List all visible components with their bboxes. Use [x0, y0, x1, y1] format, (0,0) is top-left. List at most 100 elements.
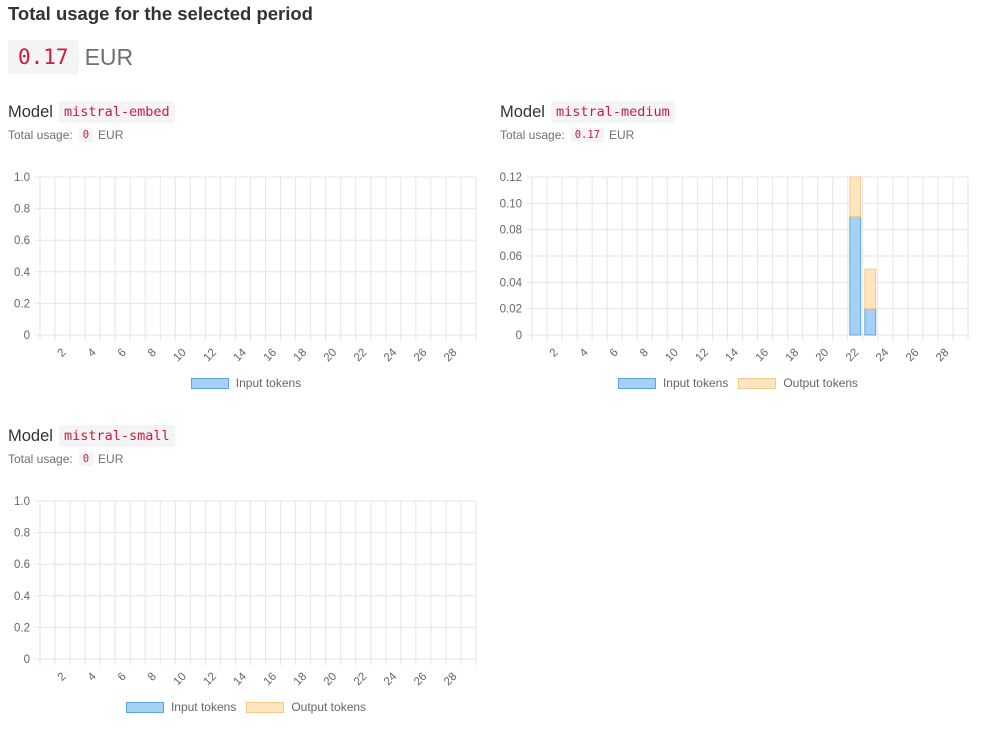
- model-total-usage: Total usage: 0.17 EUR: [500, 128, 634, 142]
- x-tick-label: 26: [904, 347, 922, 365]
- model-name: mistral-small: [58, 425, 175, 447]
- model-heading: Model mistral-small: [8, 424, 175, 448]
- model-word: Model: [500, 102, 545, 121]
- x-tick-label: 10: [171, 347, 189, 365]
- y-tick-label: 0.8: [14, 204, 30, 216]
- model-panel-mistral-medium: Model mistral-medium Total usage: 0.17 E…: [500, 100, 976, 400]
- y-tick-label: 1.0: [14, 172, 30, 184]
- x-tick-label: 18: [292, 671, 310, 689]
- model-usage-value: 0: [78, 128, 94, 142]
- x-tick-label: 18: [292, 347, 310, 365]
- chart-plot-area: 00.20.40.60.81.02 4 6 8 10 12 14 16 18 20 22 24 26 28: [14, 172, 477, 365]
- model-name: mistral-medium: [550, 101, 675, 123]
- model-panel-mistral-small: Model mistral-small Total usage: 0 EUR 0…: [8, 424, 484, 724]
- y-tick-label: 1.0: [14, 496, 30, 508]
- x-tick-label: 8: [146, 671, 159, 684]
- total-usage-summary: 0.17 EUR: [8, 40, 133, 74]
- x-tick-label: 24: [874, 346, 892, 364]
- chart-legend: Input tokens Output tokens: [500, 376, 976, 390]
- legend-item-input-tokens[interactable]: Input tokens: [190, 376, 302, 390]
- x-tick-label: 14: [232, 346, 250, 364]
- chart-legend: Input tokens Output tokens: [8, 700, 484, 714]
- x-tick-label: 22: [352, 347, 370, 365]
- bar-output-tokens-day-23: [864, 268, 877, 310]
- x-tick-label: 28: [442, 671, 460, 689]
- total-usage-label: Total usage:: [500, 128, 565, 142]
- x-tick-label: 4: [578, 346, 591, 359]
- x-tick-label: 16: [262, 347, 280, 365]
- x-tick-label: 20: [322, 347, 340, 365]
- y-tick-label: 0: [516, 330, 522, 342]
- y-tick-label: 0.6: [14, 559, 30, 571]
- x-tick-label: 2: [56, 347, 69, 360]
- model-word: Model: [8, 426, 53, 445]
- legend-swatch-output: [246, 701, 285, 713]
- x-tick-label: 12: [201, 347, 219, 365]
- x-tick-label: 4: [86, 670, 99, 683]
- legend-item-output-tokens[interactable]: Output tokens: [738, 376, 858, 390]
- model-usage-value: 0.17: [570, 128, 605, 142]
- x-tick-label: 24: [382, 346, 400, 364]
- x-tick-label: 12: [201, 671, 219, 689]
- bar-input-tokens-day-23: [864, 308, 877, 336]
- x-tick-label: 12: [693, 347, 711, 365]
- model-total-usage: Total usage: 0 EUR: [8, 452, 123, 466]
- y-tick-label: 0.4: [14, 591, 31, 603]
- chart-plot-area: 00.020.040.060.080.100.122 4 6 8 10 12 14 16 18 2…: [500, 172, 969, 365]
- model-name: mistral-embed: [58, 101, 175, 123]
- y-tick-label: 0: [24, 654, 30, 666]
- y-tick-label: 0.6: [14, 235, 30, 247]
- x-tick-label: 4: [86, 346, 99, 359]
- legend-label: Output tokens: [291, 700, 367, 714]
- model-word: Model: [8, 102, 53, 121]
- y-tick-label: 0.06: [500, 251, 522, 263]
- x-tick-label: 20: [322, 671, 340, 689]
- legend-item-input-tokens[interactable]: Input tokens: [125, 700, 237, 714]
- x-tick-label: 22: [352, 671, 370, 689]
- model-total-usage: Total usage: 0 EUR: [8, 128, 123, 142]
- model-heading: Model mistral-embed: [8, 100, 175, 124]
- x-tick-label: 26: [412, 671, 430, 689]
- y-tick-label: 0.8: [14, 528, 30, 540]
- x-tick-label: 6: [608, 347, 621, 360]
- legend-swatch-input: [125, 701, 164, 713]
- x-tick-label: 10: [663, 347, 681, 365]
- x-tick-label: 26: [412, 347, 430, 365]
- y-tick-label: 0.10: [500, 198, 522, 210]
- x-tick-label: 20: [814, 347, 832, 365]
- legend-label: Input tokens: [170, 700, 237, 714]
- x-tick-label: 18: [784, 347, 802, 365]
- model-panel-mistral-embed: Model mistral-embed Total usage: 0 EUR 0…: [8, 100, 484, 400]
- x-tick-label: 8: [146, 347, 159, 360]
- x-tick-label: 8: [638, 347, 651, 360]
- legend-swatch-input: [617, 377, 656, 389]
- x-tick-label: 10: [171, 671, 189, 689]
- x-tick-label: 6: [116, 347, 129, 360]
- y-tick-label: 0.2: [14, 298, 30, 310]
- x-tick-label: 2: [56, 671, 69, 684]
- x-tick-label: 2: [548, 347, 561, 360]
- x-tick-label: 6: [116, 671, 129, 684]
- usage-bar-chart: 00.020.040.060.080.100.122 4 6 8 10 12 14 16 18 2…: [500, 172, 969, 365]
- legend-item-output-tokens[interactable]: Output tokens: [246, 700, 366, 714]
- x-tick-label: 14: [232, 670, 250, 688]
- model-usage-currency: EUR: [609, 128, 635, 142]
- model-usage-currency: EUR: [98, 452, 124, 466]
- legend-swatch-output: [738, 377, 777, 389]
- legend-swatch-input: [190, 377, 229, 389]
- y-tick-label: 0.02: [500, 304, 522, 316]
- bar-output-tokens-day-22: [849, 176, 862, 217]
- x-tick-label: 24: [382, 670, 400, 688]
- legend-item-input-tokens[interactable]: Input tokens: [617, 376, 728, 390]
- bar-input-tokens-day-22: [849, 216, 862, 336]
- usage-bar-chart: 00.20.40.60.81.02 4 6 8 10 12 14 16 18 20 22 24 26 28: [14, 496, 477, 689]
- y-tick-label: 0.4: [14, 267, 31, 279]
- x-tick-label: 22: [844, 347, 862, 365]
- chart-legend: Input tokens: [8, 376, 484, 390]
- x-tick-label: 16: [754, 347, 772, 365]
- x-tick-label: 16: [262, 671, 280, 689]
- page-title: Total usage for the selected period: [8, 3, 313, 24]
- legend-label: Input tokens: [235, 376, 302, 390]
- chart-plot-area: 00.20.40.60.81.02 4 6 8 10 12 14 16 18 20 22 24 26 28: [14, 496, 477, 689]
- x-tick-label: 14: [724, 346, 742, 364]
